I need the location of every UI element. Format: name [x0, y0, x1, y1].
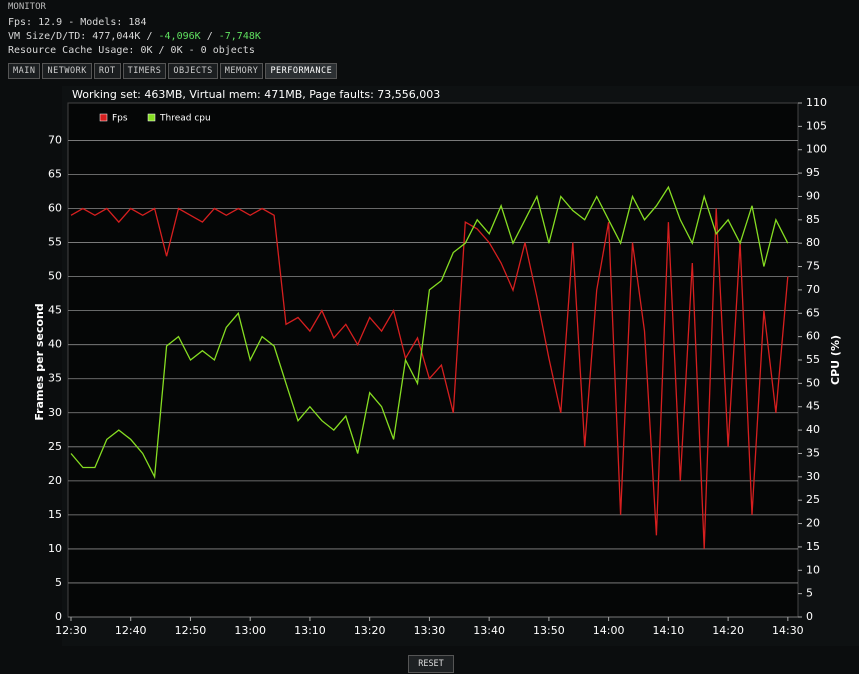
y2-tick-label: 45 [806, 400, 820, 413]
tab[interactable]: MEMORY [219, 63, 264, 79]
y2-tick-label: 110 [806, 96, 827, 109]
tab[interactable]: MAIN [8, 63, 41, 79]
tab[interactable]: TIMERS [122, 63, 167, 79]
x-tick-label: 14:30 [772, 624, 804, 637]
y2-tick-label: 105 [806, 119, 827, 132]
y-tick-label: 35 [48, 372, 62, 385]
vm-part: -4,096K [158, 31, 201, 42]
y-tick-label: 60 [48, 202, 62, 215]
legend-swatch [147, 113, 156, 122]
x-tick-label: 13:40 [473, 624, 505, 637]
y-tick-label: 5 [55, 576, 62, 589]
chart-title: Working set: 463MB, Virtual mem: 471MB, … [72, 88, 440, 101]
y2-tick-label: 75 [806, 260, 820, 273]
tab[interactable]: ROT [93, 63, 121, 79]
x-tick-label: 13:10 [294, 624, 326, 637]
series-line [70, 185, 789, 480]
y-tick-label: 55 [48, 236, 62, 249]
y-tick-label: 50 [48, 270, 62, 283]
y2-tick-label: 80 [806, 236, 820, 249]
x-tick-label: 12:50 [175, 624, 207, 637]
y2-tick-label: 100 [806, 143, 827, 156]
y-tick-label: 45 [48, 304, 62, 317]
x-tick-label: 13:50 [533, 624, 565, 637]
y2-tick-label: 70 [806, 283, 820, 296]
x-tick-label: 13:30 [414, 624, 446, 637]
y-tick-label: 40 [48, 338, 62, 351]
y-tick-label: 70 [48, 133, 62, 146]
y2-tick-label: 10 [806, 563, 820, 576]
y2-tick-label: 50 [806, 376, 820, 389]
vm-part: / [200, 31, 219, 42]
tab[interactable]: OBJECTS [168, 63, 218, 79]
x-tick-label: 13:00 [234, 624, 266, 637]
y2-tick-label: 15 [806, 540, 820, 553]
y-axis-label: Frames per second [33, 303, 46, 420]
y2-tick-label: 40 [806, 423, 820, 436]
y2-tick-label: 35 [806, 446, 820, 459]
y2-tick-label: 65 [806, 306, 820, 319]
y2-tick-label: 0 [806, 610, 813, 623]
cache-line: Resource Cache Usage: 0K / 0K - 0 object… [8, 45, 255, 56]
plot-area [67, 102, 799, 618]
x-tick-label: 13:20 [354, 624, 386, 637]
legend-label: Fps [112, 114, 128, 124]
chart: Working set: 463MB, Virtual mem: 471MB, … [33, 88, 842, 637]
y2-tick-label: 25 [806, 493, 820, 506]
x-tick-label: 14:20 [712, 624, 744, 637]
y-tick-label: 15 [48, 508, 62, 521]
y2-tick-label: 5 [806, 587, 813, 600]
window-title: MONITOR [8, 2, 46, 12]
y-tick-label: 20 [48, 474, 62, 487]
y2-tick-label: 85 [806, 213, 820, 226]
x-tick-label: 12:30 [55, 624, 87, 637]
vm-line: VM Size/D/TD: 477,044K / -4,096K / -7,74… [8, 31, 261, 42]
reset-button[interactable]: RESET [408, 655, 454, 673]
y2-tick-label: 20 [806, 517, 820, 530]
fps-line: Fps: 12.9 - Models: 184 [8, 17, 147, 28]
y-tick-label: 65 [48, 167, 62, 180]
tab[interactable]: NETWORK [42, 63, 92, 79]
tab[interactable]: PERFORMANCE [265, 63, 338, 79]
vm-part: -7,748K [218, 31, 261, 42]
y2-tick-label: 55 [806, 353, 820, 366]
legend-swatch [99, 113, 108, 122]
y2-axis-label: CPU (%) [829, 335, 842, 385]
x-tick-label: 12:40 [115, 624, 147, 637]
y-tick-label: 25 [48, 440, 62, 453]
y-tick-label: 30 [48, 406, 62, 419]
y-tick-label: 10 [48, 542, 62, 555]
y2-tick-label: 95 [806, 166, 820, 179]
legend-label: Thread cpu [159, 114, 211, 124]
y2-tick-label: 90 [806, 189, 820, 202]
x-tick-label: 14:10 [653, 624, 685, 637]
tab-bar: MAIN NETWORK ROT TIMERS OBJECTS MEMORY PERFORM… [8, 63, 338, 79]
vm-part: VM Size/D/TD: 477,044K / [8, 31, 159, 42]
y2-tick-label: 30 [806, 470, 820, 483]
y2-tick-label: 60 [806, 330, 820, 343]
y-tick-label: 0 [55, 610, 62, 623]
x-tick-label: 14:00 [593, 624, 625, 637]
series-line [70, 207, 789, 549]
